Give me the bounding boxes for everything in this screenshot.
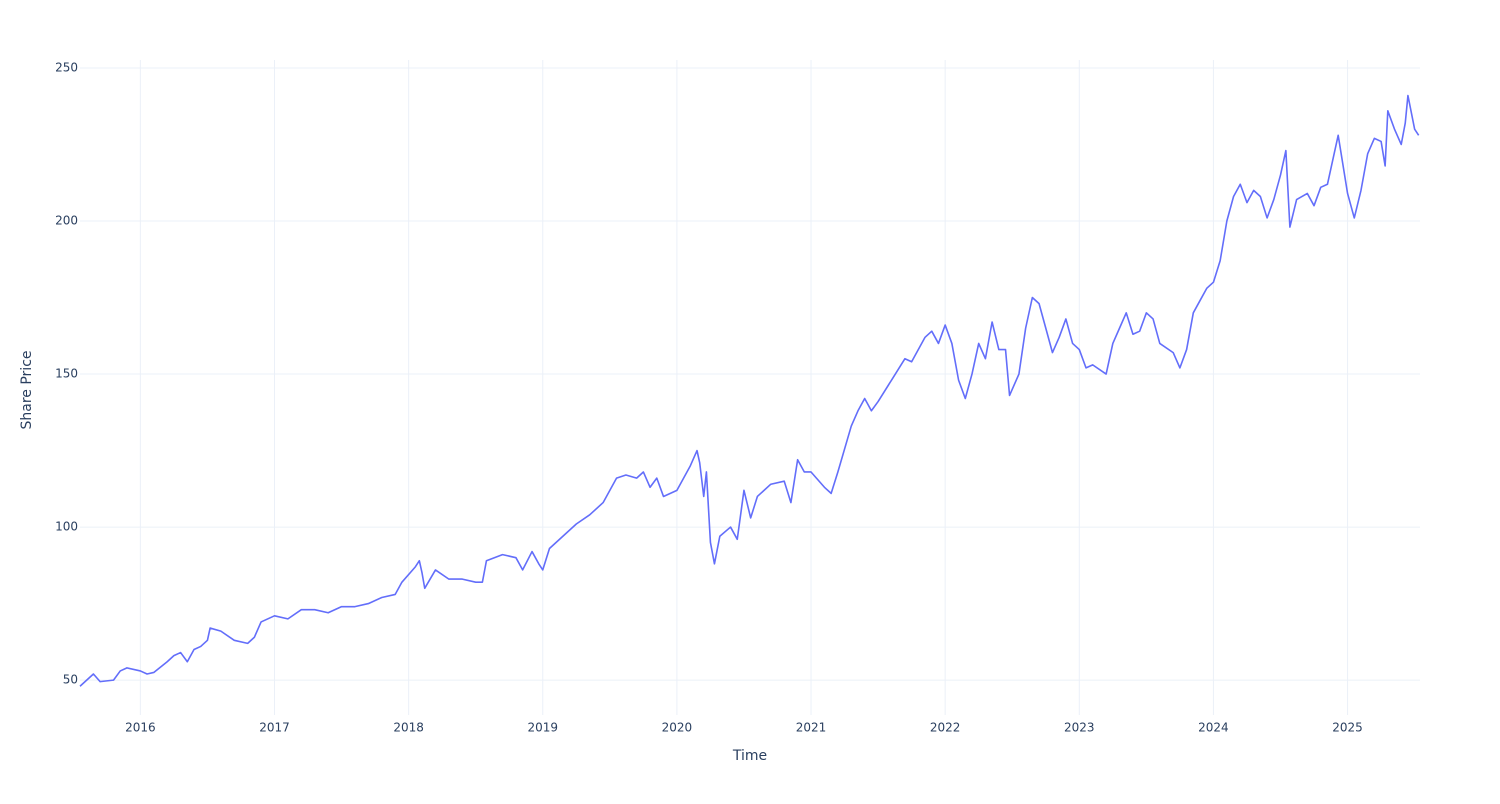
x-tick-label: 2022: [930, 721, 961, 735]
y-tick-label: 250: [55, 60, 78, 74]
x-tick-label: 2019: [527, 721, 558, 735]
x-tick-label: 2021: [796, 721, 827, 735]
y-tick-label: 50: [63, 673, 78, 687]
x-tick-label: 2025: [1332, 721, 1363, 735]
y-axis-title: Share Price: [19, 350, 35, 429]
y-tick-label: 200: [55, 213, 78, 227]
x-tick-label: 2024: [1198, 721, 1229, 735]
y-tick-label: 100: [55, 520, 78, 534]
x-tick-label: 2020: [662, 721, 693, 735]
x-tick-label: 2017: [259, 721, 290, 735]
x-axis-title: Time: [732, 748, 767, 764]
x-tick-label: 2023: [1064, 721, 1095, 735]
x-tick-label: 2018: [393, 721, 424, 735]
x-tick-label: 2016: [125, 721, 156, 735]
y-tick-label: 150: [55, 367, 78, 381]
price-line: [79, 94, 1420, 687]
